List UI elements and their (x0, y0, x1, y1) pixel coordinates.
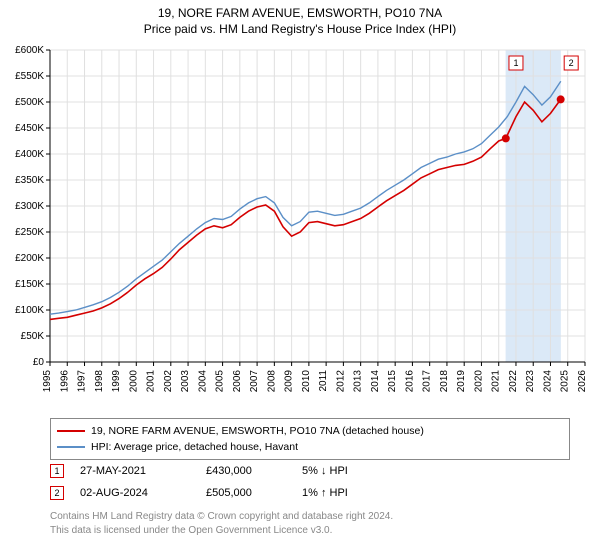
footer-text: Contains HM Land Registry data © Crown c… (50, 510, 580, 537)
svg-text:2012: 2012 (335, 370, 346, 393)
svg-text:1996: 1996 (59, 370, 70, 393)
svg-text:2022: 2022 (508, 370, 519, 393)
transaction-2-hpi: 1% ↑ HPI (302, 487, 382, 499)
svg-text:2003: 2003 (180, 370, 191, 393)
svg-text:2000: 2000 (128, 370, 139, 393)
transaction-row-2: 2 02-AUG-2024 £505,000 1% ↑ HPI (50, 482, 570, 504)
svg-text:£150K: £150K (15, 279, 44, 290)
svg-text:2004: 2004 (197, 370, 208, 393)
transaction-1-date: 27-MAY-2021 (80, 465, 190, 477)
svg-text:£500K: £500K (15, 97, 44, 108)
svg-text:£600K: £600K (15, 45, 44, 56)
svg-text:2025: 2025 (560, 370, 571, 393)
svg-text:2007: 2007 (249, 370, 260, 393)
chart-area: £0 £50K £100K £150K £200K £250K £300K £350K £400… (0, 42, 600, 412)
svg-text:2020: 2020 (473, 370, 484, 393)
svg-text:2011: 2011 (318, 370, 329, 392)
svg-text:2024: 2024 (542, 370, 553, 393)
svg-text:2019: 2019 (456, 370, 467, 393)
legend-label-1: 19, NORE FARM AVENUE, EMSWORTH, PO10 7NA… (91, 425, 424, 437)
legend-box: 19, NORE FARM AVENUE, EMSWORTH, PO10 7NA… (50, 418, 570, 460)
svg-text:£0: £0 (33, 357, 45, 368)
svg-text:2013: 2013 (353, 370, 364, 393)
title-line-2: Price paid vs. HM Land Registry's House … (0, 22, 600, 36)
marker-badge-1-num: 1 (54, 466, 59, 476)
legend-swatch-1 (57, 430, 85, 432)
svg-text:2001: 2001 (146, 370, 157, 393)
svg-text:2016: 2016 (404, 370, 415, 393)
svg-text:2010: 2010 (301, 370, 312, 393)
transaction-rows: 1 27-MAY-2021 £430,000 5% ↓ HPI 2 02-AUG… (50, 460, 570, 504)
svg-text:1: 1 (513, 58, 518, 68)
svg-text:2005: 2005 (215, 370, 226, 393)
svg-text:1997: 1997 (77, 370, 88, 393)
svg-text:2023: 2023 (525, 370, 536, 393)
footer-line-1: Contains HM Land Registry data © Crown c… (50, 510, 580, 524)
svg-text:£200K: £200K (15, 253, 44, 264)
svg-text:2026: 2026 (577, 370, 588, 393)
legend-label-2: HPI: Average price, detached house, Hava… (91, 441, 298, 453)
transaction-1-hpi: 5% ↓ HPI (302, 465, 382, 477)
svg-text:£400K: £400K (15, 149, 44, 160)
svg-text:2009: 2009 (284, 370, 295, 393)
transaction-2-date: 02-AUG-2024 (80, 487, 190, 499)
svg-text:1999: 1999 (111, 370, 122, 393)
svg-text:2015: 2015 (387, 370, 398, 393)
svg-text:£450K: £450K (15, 123, 44, 134)
footer-line-2: This data is licensed under the Open Gov… (50, 524, 580, 538)
svg-text:2021: 2021 (491, 370, 502, 393)
transaction-1-price: £430,000 (206, 465, 286, 477)
title-line-1: 19, NORE FARM AVENUE, EMSWORTH, PO10 7NA (0, 6, 600, 20)
transaction-2-price: £505,000 (206, 487, 286, 499)
svg-text:£300K: £300K (15, 201, 44, 212)
svg-text:£100K: £100K (15, 305, 44, 316)
chart-container: 19, NORE FARM AVENUE, EMSWORTH, PO10 7NA… (0, 0, 600, 560)
chart-svg: £0 £50K £100K £150K £200K £250K £300K £350K £400… (0, 42, 600, 412)
svg-text:£350K: £350K (15, 175, 44, 186)
svg-text:1995: 1995 (42, 370, 53, 393)
svg-text:2014: 2014 (370, 370, 381, 393)
transaction-row-1: 1 27-MAY-2021 £430,000 5% ↓ HPI (50, 460, 570, 482)
svg-text:2017: 2017 (422, 370, 433, 393)
legend-item-1: 19, NORE FARM AVENUE, EMSWORTH, PO10 7NA… (57, 423, 563, 439)
svg-text:£550K: £550K (15, 71, 44, 82)
legend-item-2: HPI: Average price, detached house, Hava… (57, 439, 563, 455)
marker-badge-1: 1 (50, 464, 64, 478)
svg-text:2018: 2018 (439, 370, 450, 393)
svg-text:2008: 2008 (266, 370, 277, 393)
marker-badge-2: 2 (50, 486, 64, 500)
svg-text:1998: 1998 (94, 370, 105, 393)
svg-text:2006: 2006 (232, 370, 243, 393)
svg-text:£50K: £50K (21, 331, 45, 342)
svg-text:2002: 2002 (163, 370, 174, 393)
svg-text:2: 2 (569, 58, 574, 68)
marker-badge-2-num: 2 (54, 488, 59, 498)
title-block: 19, NORE FARM AVENUE, EMSWORTH, PO10 7NA… (0, 0, 600, 38)
legend-swatch-2 (57, 446, 85, 448)
svg-text:£250K: £250K (15, 227, 44, 238)
